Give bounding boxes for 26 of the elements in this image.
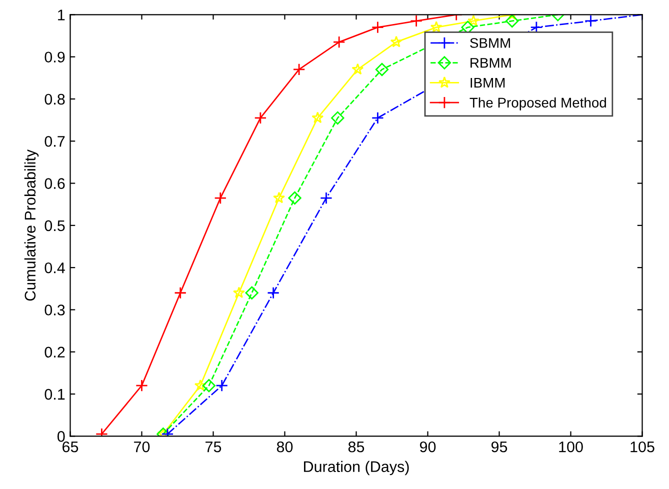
legend-label: The Proposed Method [470,97,606,110]
legend-label: SBMM [470,38,510,48]
y-tick-label: 0.4 [44,262,65,274]
y-tick-label: 0.2 [44,346,65,358]
x-tick-label: 75 [206,442,222,452]
y-tick-label: 0.1 [44,388,65,400]
x-tick-label: 85 [348,441,364,452]
legend-label: IBMM [470,78,505,88]
y-axis-title: Cumulative Probability [24,149,39,301]
y-tick-label: 0.5 [44,220,65,232]
x-axis-title: Duration (Days) [304,460,409,476]
y-tick-label: 0.6 [44,178,65,189]
y-tick-label: 1 [58,10,65,20]
y-tick-label: 0 [57,431,65,442]
x-tick-label: 80 [276,441,293,452]
y-tick-label: 0.9 [44,52,65,63]
x-tick-label: 100 [559,441,583,452]
x-tick-label: 95 [491,441,508,452]
legend-label: RBMM [470,58,511,68]
x-tick-label: 70 [134,441,150,452]
x-tick-label: 105 [630,441,654,452]
y-tick-label: 0.7 [44,136,65,147]
y-tick-label: 0.8 [44,94,65,105]
x-tick-label: 65 [62,441,78,452]
x-tick-label: 90 [420,441,436,452]
y-tick-label: 0.3 [44,304,65,316]
